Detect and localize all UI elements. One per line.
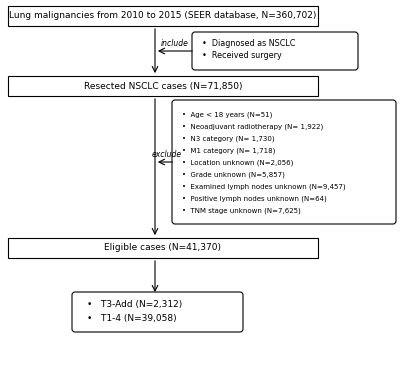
- Text: •  M1 category (N= 1,718): • M1 category (N= 1,718): [182, 148, 275, 154]
- Text: •   T1-4 (N=39,058): • T1-4 (N=39,058): [87, 315, 177, 323]
- Text: Eligible cases (N=41,370): Eligible cases (N=41,370): [104, 243, 222, 253]
- Text: •  Location unknown (N=2,056): • Location unknown (N=2,056): [182, 160, 293, 166]
- FancyBboxPatch shape: [8, 76, 318, 96]
- FancyBboxPatch shape: [72, 292, 243, 332]
- Text: •  Diagnosed as NSCLC: • Diagnosed as NSCLC: [202, 39, 295, 49]
- FancyBboxPatch shape: [8, 238, 318, 258]
- Text: exclude: exclude: [152, 150, 182, 159]
- Text: Resected NSCLC cases (N=71,850): Resected NSCLC cases (N=71,850): [84, 81, 242, 91]
- Text: •  Positive lymph nodes unknown (N=64): • Positive lymph nodes unknown (N=64): [182, 196, 327, 203]
- Text: •  Received surgery: • Received surgery: [202, 51, 282, 61]
- FancyBboxPatch shape: [8, 6, 318, 26]
- FancyBboxPatch shape: [172, 100, 396, 224]
- Text: •  TNM stage unknown (N=7,625): • TNM stage unknown (N=7,625): [182, 208, 301, 215]
- Text: •  Age < 18 years (N=51): • Age < 18 years (N=51): [182, 112, 272, 119]
- Text: •  Grade unknown (N=5,857): • Grade unknown (N=5,857): [182, 172, 285, 178]
- Text: •  Examined lymph nodes unknown (N=9,457): • Examined lymph nodes unknown (N=9,457): [182, 184, 346, 191]
- Text: include: include: [161, 39, 189, 48]
- Text: •  Neoadjuvant radiotherapy (N= 1,922): • Neoadjuvant radiotherapy (N= 1,922): [182, 124, 323, 131]
- Text: •  N3 category (N= 1,730): • N3 category (N= 1,730): [182, 136, 275, 142]
- Text: •   T3-Add (N=2,312): • T3-Add (N=2,312): [87, 300, 182, 310]
- Text: Lung malignancies from 2010 to 2015 (SEER database, N=360,702): Lung malignancies from 2010 to 2015 (SEE…: [9, 12, 317, 20]
- FancyBboxPatch shape: [192, 32, 358, 70]
